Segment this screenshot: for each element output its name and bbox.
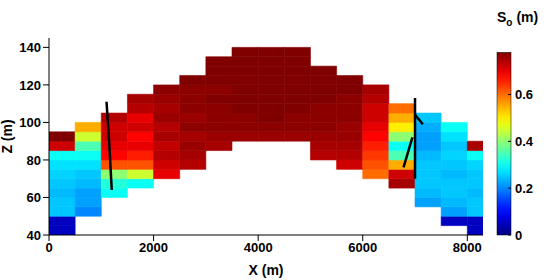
- svg-text:4000: 4000: [244, 240, 273, 255]
- svg-text:60: 60: [27, 190, 41, 205]
- svg-text:100: 100: [19, 115, 41, 130]
- svg-text:140: 140: [19, 40, 41, 55]
- svg-text:0.6: 0.6: [515, 87, 533, 102]
- svg-text:Z (m): Z (m): [8, 119, 15, 153]
- svg-text:0.2: 0.2: [515, 181, 533, 196]
- svg-text:2000: 2000: [139, 240, 168, 255]
- svg-text:0: 0: [45, 240, 52, 255]
- svg-text:0.4: 0.4: [515, 134, 534, 149]
- svg-text:6000: 6000: [348, 240, 377, 255]
- svg-text:120: 120: [19, 78, 41, 93]
- svg-text:So(m): So(m): [497, 9, 538, 28]
- svg-text:8000: 8000: [453, 240, 482, 255]
- svg-text:0: 0: [515, 228, 522, 243]
- svg-text:X (m): X (m): [249, 262, 284, 278]
- svg-text:80: 80: [27, 153, 41, 168]
- svg-text:40: 40: [27, 228, 41, 243]
